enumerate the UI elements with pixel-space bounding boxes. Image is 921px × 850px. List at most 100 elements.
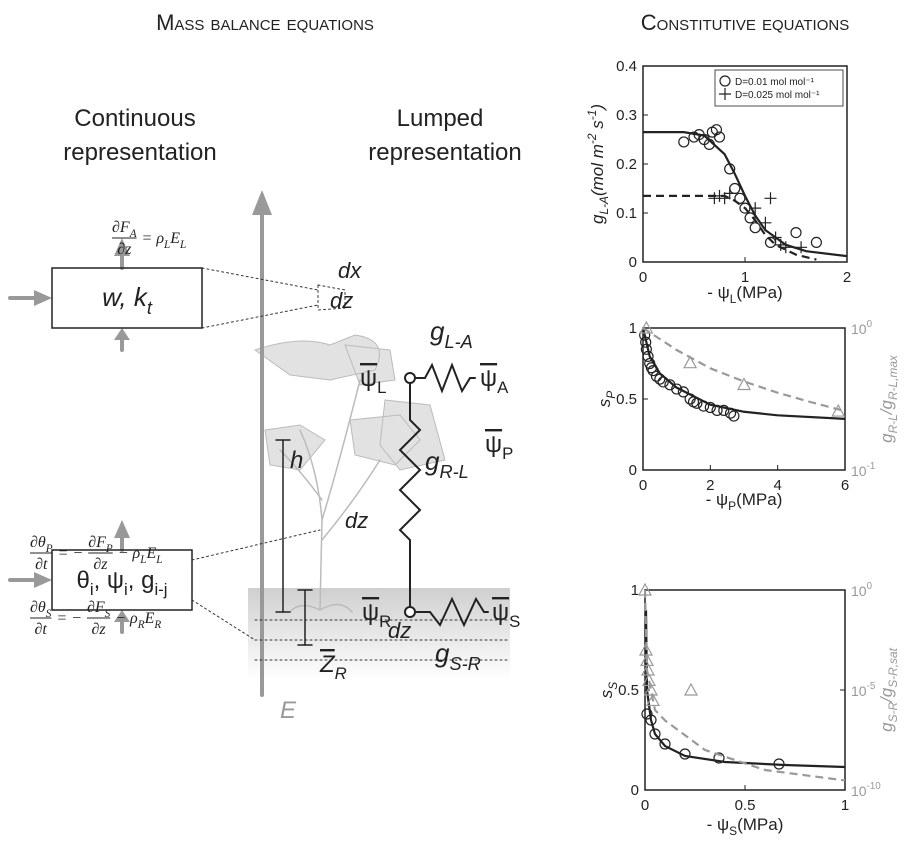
label: dz bbox=[388, 618, 411, 643]
label: ∂z bbox=[117, 241, 132, 258]
dotted-lines bbox=[191, 267, 511, 661]
point bbox=[683, 355, 698, 369]
label: ∂FA bbox=[112, 219, 137, 240]
label-part: , g bbox=[128, 567, 155, 594]
label: ZR bbox=[319, 651, 347, 683]
x-tick-label: 0 bbox=[639, 269, 647, 286]
label: representation bbox=[63, 139, 216, 166]
fit-line bbox=[641, 327, 846, 420]
point bbox=[683, 682, 699, 696]
label-part: g bbox=[877, 433, 896, 443]
label-part: -10 bbox=[867, 781, 882, 792]
point bbox=[645, 693, 661, 707]
plot-frame bbox=[642, 327, 846, 471]
x-tick-label: 1 bbox=[841, 797, 849, 814]
label-part: P bbox=[45, 543, 53, 555]
y-tick-label: 0.1 bbox=[616, 205, 637, 222]
fit-line bbox=[643, 131, 848, 258]
label-part: E bbox=[280, 697, 297, 724]
label-part: 10 bbox=[851, 463, 867, 479]
label-part: P bbox=[502, 444, 513, 463]
label-part: dz bbox=[345, 508, 368, 533]
label-part: A bbox=[129, 228, 137, 240]
label: h bbox=[290, 447, 303, 474]
label-part: ψ bbox=[360, 365, 377, 392]
label-part: (mol m bbox=[588, 144, 607, 196]
label-part: R-L bbox=[439, 462, 468, 482]
label-part: i bbox=[90, 580, 94, 599]
y-tick-label: 0 bbox=[631, 782, 639, 799]
arrows bbox=[8, 190, 272, 697]
label-part: ψ bbox=[362, 599, 379, 626]
label-part: R bbox=[335, 664, 347, 683]
x-tick-label: 1 bbox=[741, 269, 749, 286]
label-part: P bbox=[604, 391, 618, 399]
label-part: R bbox=[137, 619, 145, 631]
label-part: s bbox=[597, 689, 616, 698]
label-part: = ρ bbox=[142, 230, 165, 247]
label: - ψL(MPa) bbox=[707, 283, 782, 306]
label-part: P bbox=[728, 499, 736, 513]
label: ∂t bbox=[35, 556, 48, 573]
label-part: -1 bbox=[585, 110, 599, 121]
label-part: A bbox=[497, 378, 509, 397]
label-part: g bbox=[425, 446, 440, 476]
label-part: - ψ bbox=[707, 283, 730, 302]
label-part: ψ bbox=[480, 365, 497, 392]
label: ψP bbox=[485, 431, 513, 463]
label-part: L bbox=[179, 239, 186, 251]
point bbox=[704, 401, 716, 414]
label-part: t bbox=[147, 298, 153, 318]
point bbox=[744, 212, 756, 224]
label-part: S bbox=[105, 608, 111, 620]
x-tick-label: 0 bbox=[639, 477, 647, 494]
label-part: ∂F bbox=[112, 219, 130, 236]
label-part: = − bbox=[56, 610, 82, 627]
point bbox=[708, 192, 721, 205]
label: = − bbox=[58, 545, 84, 562]
label-part: 0 bbox=[867, 581, 873, 592]
label: ∂z bbox=[92, 621, 107, 638]
fit-line bbox=[644, 609, 846, 769]
label: E bbox=[280, 697, 297, 724]
box-bottom bbox=[51, 549, 193, 611]
label-part: − ρ bbox=[115, 610, 138, 627]
point bbox=[728, 410, 740, 422]
label-part: (MPa) bbox=[737, 815, 783, 834]
legend-box bbox=[714, 69, 844, 107]
label: gS-R/gS-R,sat bbox=[877, 647, 900, 731]
label-part: - ψ bbox=[706, 490, 729, 509]
y2-tick-label: 10-1 bbox=[851, 461, 875, 479]
label-part: -2 bbox=[585, 133, 599, 144]
label-part: R bbox=[379, 612, 391, 631]
label: sS bbox=[597, 682, 620, 699]
x-tick-label: 2 bbox=[843, 269, 851, 286]
label-part: − ρ bbox=[118, 545, 141, 562]
label: Lumped bbox=[397, 105, 484, 132]
point bbox=[641, 708, 653, 720]
label-part: S-R bbox=[449, 654, 480, 674]
label-part: θ bbox=[76, 567, 89, 594]
label-part: i-j bbox=[154, 580, 167, 599]
y-tick-label: 0.2 bbox=[616, 156, 637, 173]
label-part: g bbox=[435, 638, 450, 668]
y-tick-label: 0.5 bbox=[616, 391, 637, 408]
label-part: (MPa) bbox=[736, 490, 782, 509]
label-part: 10 bbox=[851, 321, 867, 337]
tree-trunk bbox=[279, 379, 381, 613]
y-tick-label: 1 bbox=[631, 582, 639, 599]
label: ∂θS bbox=[30, 599, 52, 620]
point bbox=[649, 728, 661, 740]
point bbox=[650, 370, 663, 382]
label: ∂FP bbox=[88, 534, 113, 555]
label-part: R bbox=[153, 619, 161, 631]
plot-frame bbox=[644, 589, 846, 791]
layout bbox=[8, 190, 511, 697]
label: ψL bbox=[360, 365, 386, 397]
label-part: g bbox=[588, 214, 607, 224]
x-tick-label: 2 bbox=[706, 477, 714, 494]
label-part: S bbox=[729, 824, 737, 838]
point bbox=[659, 738, 671, 750]
label: representation bbox=[368, 139, 521, 166]
